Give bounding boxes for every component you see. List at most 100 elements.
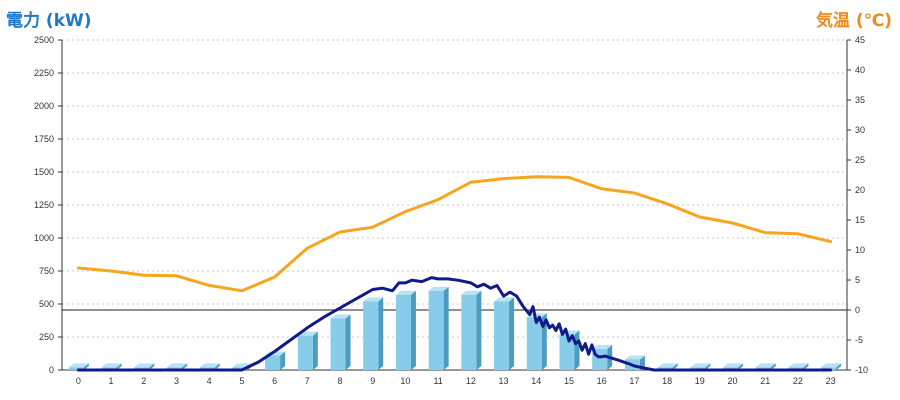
- series-lines: [76, 175, 833, 372]
- power-bar: [395, 294, 411, 370]
- power-bar-side: [672, 363, 678, 370]
- x-tick-label: 21: [760, 376, 770, 386]
- x-tick-label: 15: [564, 376, 574, 386]
- right-tick-label: 20: [855, 185, 865, 195]
- left-tick-label: 2500: [34, 35, 54, 45]
- power-bar-top: [690, 363, 711, 368]
- power-bar-top: [330, 314, 351, 319]
- left-tick-label: 1250: [34, 200, 54, 210]
- x-tick-label: 8: [338, 376, 343, 386]
- power-bar-side: [509, 297, 515, 370]
- right-tick-label: 30: [855, 125, 865, 135]
- power-bar-side: [836, 363, 842, 370]
- power-bar-side: [574, 330, 580, 370]
- left-tick-label: 500: [39, 299, 54, 309]
- power-bar-side: [410, 290, 416, 370]
- power-bar-top: [199, 363, 220, 368]
- power-bar-side: [770, 363, 776, 370]
- x-tick-label: 22: [793, 376, 803, 386]
- power-bar-top: [494, 297, 515, 302]
- power-bar-top: [428, 286, 449, 291]
- power-bar-top: [526, 313, 547, 318]
- x-tick-label: 3: [174, 376, 179, 386]
- power-bar: [494, 301, 510, 370]
- right-tick-label: -5: [855, 335, 863, 345]
- right-tick-label: 5: [855, 275, 860, 285]
- x-tick-label: 2: [141, 376, 146, 386]
- right-tick-label: -10: [855, 365, 868, 375]
- right-tick-label: 40: [855, 65, 865, 75]
- power-bar-top: [68, 363, 89, 368]
- power-bar-top: [461, 290, 482, 295]
- right-tick-label: 45: [855, 35, 865, 45]
- power-bar-top: [624, 355, 645, 360]
- x-tick-label: 23: [826, 376, 836, 386]
- power-bar: [68, 367, 84, 370]
- power-bar-side: [803, 363, 809, 370]
- power-bar: [428, 290, 444, 370]
- power-bar-side: [83, 363, 89, 370]
- power-bar: [461, 294, 477, 370]
- power-bar-top: [788, 363, 809, 368]
- grid-lines: [62, 39, 847, 338]
- power-bar-side: [378, 297, 384, 370]
- right-tick-label: 0: [855, 305, 860, 315]
- tick-labels: 02505007501000125015001750200022502500-1…: [34, 35, 868, 386]
- right-tick-label: 25: [855, 155, 865, 165]
- x-tick-label: 19: [695, 376, 705, 386]
- power-axis-title: 電力 (kW): [6, 11, 92, 31]
- power-bar-side: [214, 363, 220, 370]
- x-tick-label: 20: [728, 376, 738, 386]
- x-tick-label: 12: [466, 376, 476, 386]
- right-tick-label: 35: [855, 95, 865, 105]
- power-bar-top: [723, 363, 744, 368]
- x-tick-label: 16: [597, 376, 607, 386]
- x-tick-label: 9: [370, 376, 375, 386]
- power-bar-side: [312, 331, 318, 370]
- power-bar-top: [395, 290, 416, 295]
- left-tick-label: 2250: [34, 68, 54, 78]
- left-tick-label: 750: [39, 266, 54, 276]
- power-bar-side: [345, 314, 351, 370]
- power-bar-top: [101, 363, 122, 368]
- x-tick-label: 18: [662, 376, 672, 386]
- x-tick-label: 11: [433, 376, 442, 386]
- power-bar-side: [476, 290, 482, 370]
- power-bar-top: [134, 363, 155, 368]
- left-tick-label: 1000: [34, 233, 54, 243]
- right-tick-label: 15: [855, 215, 865, 225]
- right-tick-label: 10: [855, 245, 865, 255]
- temperature-line: [76, 175, 833, 293]
- power-bar-side: [149, 363, 155, 370]
- power-bar: [330, 318, 346, 370]
- x-tick-label: 0: [76, 376, 81, 386]
- power-bar: [559, 334, 575, 370]
- x-tick-label: 17: [629, 376, 639, 386]
- power-bar-top: [755, 363, 776, 368]
- power-bar-side: [443, 286, 449, 370]
- left-tick-label: 0: [49, 365, 54, 375]
- power-bar-side: [705, 363, 711, 370]
- left-tick-label: 1500: [34, 167, 54, 177]
- power-bar-top: [363, 297, 384, 302]
- x-tick-label: 1: [109, 376, 114, 386]
- power-bar-side: [116, 363, 122, 370]
- x-tick-label: 6: [272, 376, 277, 386]
- power-bar: [265, 355, 281, 370]
- power-bars: [68, 286, 842, 370]
- x-tick-label: 14: [531, 376, 541, 386]
- power-bar-top: [592, 344, 613, 349]
- x-tick-label: 7: [305, 376, 310, 386]
- power-bar-side: [280, 351, 286, 370]
- x-tick-label: 10: [400, 376, 410, 386]
- temperature-axis-title: 気温 (℃): [815, 11, 892, 31]
- power-bar-top: [821, 363, 842, 368]
- left-tick-label: 2000: [34, 101, 54, 111]
- power-bar-side: [181, 363, 187, 370]
- x-tick-label: 4: [207, 376, 212, 386]
- left-tick-label: 1750: [34, 134, 54, 144]
- power-bar: [297, 335, 313, 370]
- power-bar-top: [166, 363, 187, 368]
- power-bar-top: [657, 363, 678, 368]
